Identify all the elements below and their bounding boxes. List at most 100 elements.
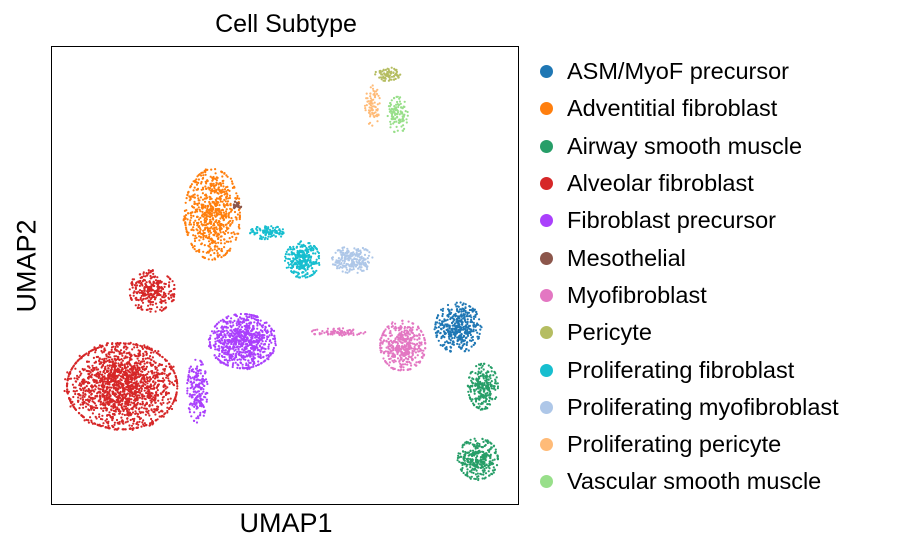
- data-point: [224, 200, 227, 203]
- data-point: [131, 418, 134, 421]
- data-point: [210, 197, 213, 200]
- data-point: [474, 397, 477, 400]
- data-point: [470, 318, 473, 321]
- data-point: [224, 229, 227, 233]
- data-point: [107, 396, 110, 400]
- data-point: [166, 409, 169, 413]
- data-point: [189, 365, 192, 368]
- data-point: [243, 335, 246, 338]
- data-point: [156, 405, 159, 408]
- data-point: [472, 321, 475, 324]
- data-point: [123, 408, 126, 411]
- data-point: [148, 390, 151, 393]
- data-point: [65, 385, 69, 388]
- data-point: [474, 439, 477, 442]
- data-point: [470, 460, 473, 463]
- data-point: [128, 394, 132, 397]
- data-point: [135, 362, 138, 365]
- data-point: [199, 359, 202, 362]
- data-point: [417, 327, 420, 330]
- data-point: [144, 297, 147, 300]
- data-point: [192, 180, 195, 183]
- data-point: [139, 386, 143, 389]
- data-point: [459, 301, 462, 304]
- data-point: [158, 415, 161, 418]
- data-point: [434, 321, 437, 324]
- data-point: [256, 363, 259, 367]
- data-point: [188, 393, 192, 396]
- data-point: [482, 460, 485, 463]
- data-point: [174, 376, 178, 379]
- data-point: [106, 382, 109, 385]
- data-point: [229, 177, 232, 180]
- data-point: [101, 388, 104, 391]
- data-point: [235, 197, 238, 200]
- data-point: [216, 336, 219, 339]
- data-point: [236, 358, 239, 361]
- data-point: [466, 318, 469, 321]
- data-point: [230, 341, 234, 344]
- data-point: [214, 340, 217, 343]
- data-point: [459, 452, 462, 455]
- data-point: [119, 365, 122, 369]
- data-point: [82, 391, 85, 394]
- data-point: [82, 406, 85, 409]
- data-point: [450, 334, 453, 337]
- data-point: [156, 352, 159, 355]
- data-point: [91, 412, 94, 415]
- data-point: [138, 407, 141, 410]
- data-point: [196, 365, 199, 368]
- data-point: [189, 186, 192, 189]
- data-point: [256, 324, 259, 327]
- data-point: [108, 386, 111, 389]
- data-point: [153, 290, 156, 293]
- data-point: [151, 269, 154, 273]
- data-point: [143, 389, 146, 392]
- data-point: [483, 383, 486, 386]
- data-point: [112, 406, 115, 409]
- data-point: [465, 474, 469, 477]
- data-point: [439, 344, 442, 347]
- data-point: [203, 214, 206, 217]
- data-point: [107, 374, 110, 377]
- data-point: [254, 334, 257, 337]
- data-point: [444, 341, 447, 344]
- data-point: [107, 355, 110, 359]
- data-point: [186, 387, 189, 390]
- data-point: [188, 411, 191, 414]
- data-point: [148, 414, 151, 417]
- data-point: [153, 387, 156, 390]
- data-point: [492, 445, 495, 448]
- data-point: [193, 419, 196, 422]
- data-point: [151, 303, 154, 306]
- data-point: [218, 352, 221, 356]
- data-point: [102, 386, 105, 389]
- data-point: [188, 223, 191, 226]
- data-point: [206, 196, 209, 199]
- data-point: [464, 329, 467, 332]
- data-point: [213, 228, 216, 231]
- data-point: [162, 294, 165, 297]
- data-point: [195, 396, 198, 399]
- data-point: [467, 460, 470, 464]
- data-point: [126, 417, 129, 420]
- data-point: [117, 403, 120, 406]
- data-point: [206, 237, 209, 240]
- data-point: [488, 399, 491, 403]
- data-point: [220, 345, 223, 348]
- data-point: [112, 365, 115, 368]
- data-point: [260, 334, 263, 337]
- data-point: [142, 272, 145, 275]
- data-point: [250, 366, 253, 369]
- data-point: [78, 370, 81, 373]
- data-point: [225, 174, 228, 177]
- data-point: [456, 459, 459, 462]
- data-point: [494, 452, 497, 455]
- data-point: [252, 345, 255, 348]
- data-point: [464, 303, 467, 306]
- data-point: [117, 409, 120, 413]
- data-point: [134, 412, 137, 415]
- data-point: [134, 384, 137, 387]
- data-point: [113, 421, 116, 424]
- data-point: [241, 338, 244, 341]
